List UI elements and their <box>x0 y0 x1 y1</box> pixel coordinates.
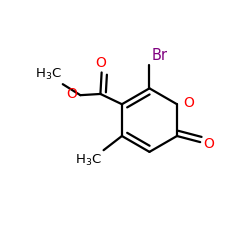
Text: H$_3$C: H$_3$C <box>35 67 62 82</box>
Text: O: O <box>66 88 78 102</box>
Text: O: O <box>95 56 106 70</box>
Text: H$_3$C: H$_3$C <box>76 153 102 168</box>
Text: O: O <box>203 137 214 151</box>
Text: O: O <box>183 96 194 110</box>
Text: Br: Br <box>152 48 168 63</box>
